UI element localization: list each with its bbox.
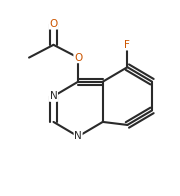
Text: O: O xyxy=(74,53,82,63)
Text: N: N xyxy=(50,91,57,101)
Text: N: N xyxy=(74,132,82,142)
Text: O: O xyxy=(49,19,58,29)
Text: F: F xyxy=(124,40,130,50)
